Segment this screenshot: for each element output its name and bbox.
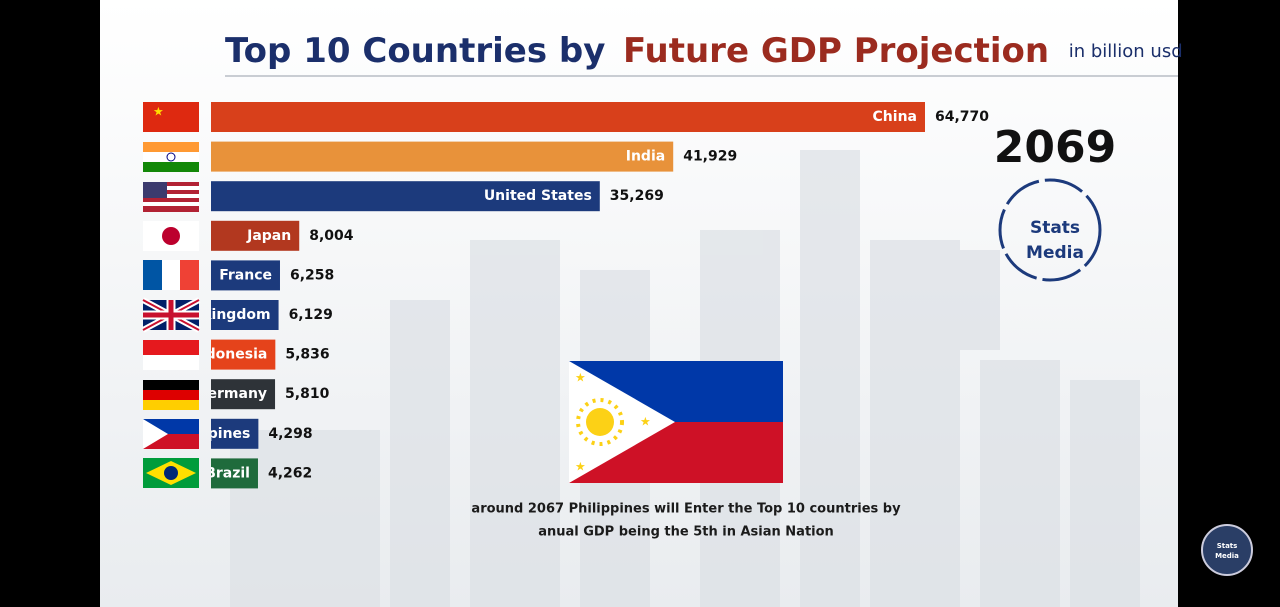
- value-label: 5,810: [285, 386, 330, 402]
- value-label: 35,269: [610, 188, 664, 204]
- bar-label: Indonesia: [190, 347, 267, 363]
- value-label: 64,770: [935, 109, 989, 125]
- bar: [211, 260, 280, 291]
- bar-label: India: [626, 149, 665, 165]
- watermark-text: Stats: [1217, 542, 1238, 550]
- year: 2069: [994, 122, 1116, 173]
- bar-label: United Kingdom: [143, 307, 270, 323]
- bar: [211, 220, 300, 251]
- unit: in billion usd: [1069, 41, 1183, 62]
- bar: [211, 379, 276, 410]
- bar: [211, 181, 600, 212]
- bar-label: Germany: [196, 386, 267, 402]
- logo: [998, 178, 1102, 282]
- philippines-flag: ★ ★ ★: [569, 361, 783, 483]
- title-main: Top 10 Countries by: [225, 31, 605, 71]
- bar: [211, 458, 258, 489]
- value-label: 8,004: [309, 228, 354, 244]
- value-label: 4,262: [268, 465, 312, 481]
- value-label: 4,298: [268, 426, 312, 442]
- bar-label: Philippines: [163, 426, 250, 442]
- bar: [211, 339, 276, 370]
- bar-label: Japan: [246, 228, 291, 244]
- bar: [211, 102, 925, 132]
- value-label: 41,929: [683, 149, 737, 165]
- bar: [211, 418, 259, 449]
- value-label: 6,258: [290, 267, 334, 283]
- bar: [211, 300, 279, 330]
- bar-label: France: [219, 267, 272, 283]
- logo-text: Media: [1026, 243, 1084, 263]
- value-label: 5,836: [285, 347, 329, 363]
- bar-label: China: [873, 109, 917, 125]
- svg-text:★: ★: [153, 105, 164, 119]
- chart-title: Top 10 Countries by Future GDP Projectio…: [225, 31, 1183, 71]
- svg-text:★: ★: [640, 415, 651, 429]
- bar-label: United States: [484, 188, 592, 204]
- svg-text:★: ★: [575, 460, 586, 474]
- watermark-text: Media: [1215, 552, 1239, 560]
- title-highlight: Future GDP Projection: [623, 31, 1049, 71]
- bar: [211, 141, 674, 172]
- logo-text: Stats: [1030, 218, 1080, 238]
- watermark: [1201, 524, 1253, 576]
- flags: ★: [141, 102, 201, 488]
- svg-text:★: ★: [575, 371, 586, 385]
- annotation: anual GDP being the 5th in Asian Nation: [538, 525, 834, 540]
- bar-label: Brazil: [205, 465, 250, 481]
- value-label: 6,129: [289, 307, 333, 323]
- annotation: around 2067 Philippines will Enter the T…: [471, 502, 901, 517]
